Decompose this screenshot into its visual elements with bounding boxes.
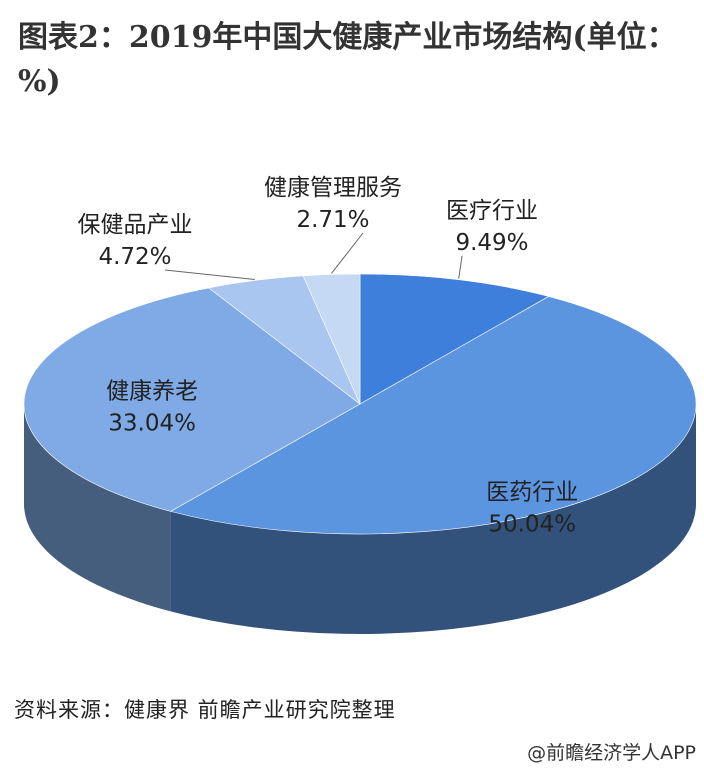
leader-line-3 <box>164 269 255 281</box>
pie-side-2 <box>23 404 171 612</box>
slice-value-0: 9.49% <box>455 230 528 256</box>
pie-slice-0 <box>359 273 550 405</box>
slice-value-3: 4.72% <box>98 244 171 270</box>
source-note: 资料来源：健康界 前瞻产业研究院整理 <box>14 698 396 722</box>
slice-label-2: 健康养老 <box>106 379 198 405</box>
slice-label-0: 医疗行业 <box>446 198 538 224</box>
slice-value-1: 50.04% <box>488 511 576 537</box>
watermark-credit: @前瞻经济学人APP <box>527 742 696 764</box>
slice-label-1: 医药行业 <box>486 479 578 505</box>
pie-slice-2 <box>23 287 361 512</box>
slice-value-2: 33.04% <box>108 411 196 437</box>
pie-sides <box>23 404 696 635</box>
pie-side-1 <box>170 404 696 635</box>
slice-label-4: 健康管理服务 <box>264 175 402 201</box>
leader-line-4 <box>331 232 364 274</box>
pie-slice-1 <box>169 296 697 535</box>
leader-lines <box>164 232 463 281</box>
pie-slice-4 <box>302 273 361 405</box>
slice-value-4: 2.71% <box>296 207 369 233</box>
chart-title: 图表2：2019年中国大健康产业市场结构(单位：%) <box>18 20 677 99</box>
slice-labels: 医疗行业 9.49% 医药行业 50.04% 健康养老 33.04% 保健品产业 4.72% 健… <box>78 175 579 537</box>
leader-line-0 <box>458 255 463 279</box>
pie-tops <box>23 273 697 535</box>
slice-label-3: 保健品产业 <box>78 212 193 238</box>
